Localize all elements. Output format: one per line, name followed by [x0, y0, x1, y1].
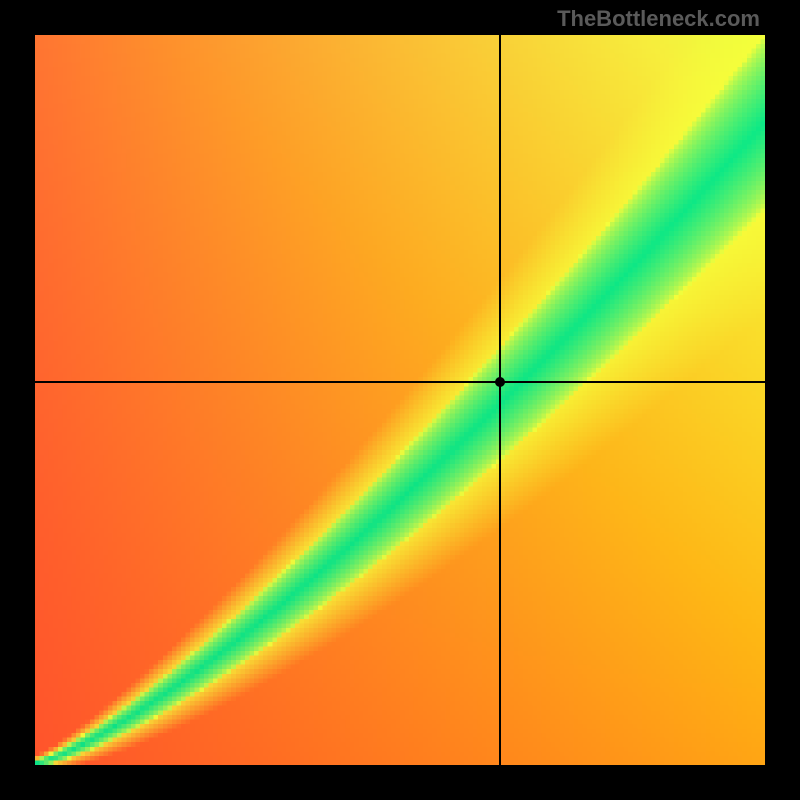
bottleneck-heatmap: [35, 35, 765, 765]
crosshair-vertical: [499, 35, 501, 765]
watermark-text: TheBottleneck.com: [557, 6, 760, 32]
crosshair-dot: [495, 377, 505, 387]
chart-container: { "watermark": { "text": "TheBottleneck.…: [0, 0, 800, 800]
crosshair-horizontal: [35, 381, 765, 383]
plot-area: [35, 35, 765, 765]
